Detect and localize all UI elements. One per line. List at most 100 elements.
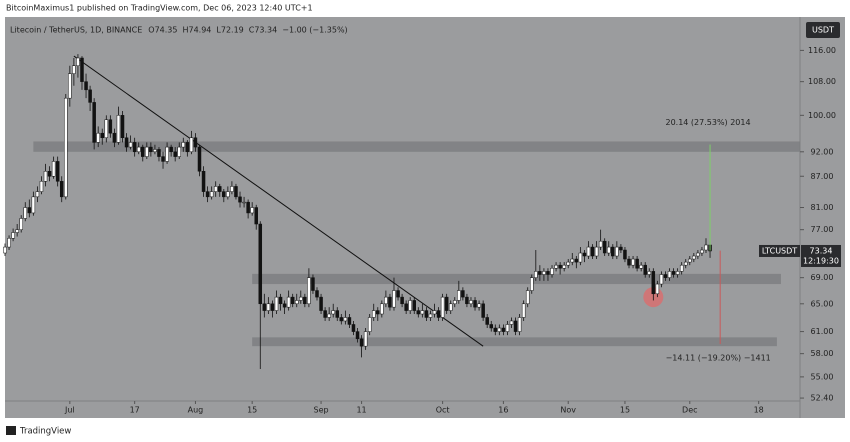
candle-body (606, 246, 611, 254)
candle-body (238, 196, 242, 203)
candle-body (558, 264, 562, 269)
trendline (73, 55, 484, 347)
candle-body (262, 303, 267, 311)
candle-body (675, 271, 680, 275)
candle-body (351, 324, 356, 332)
x-tick-label: Nov (560, 406, 576, 415)
candle-body (639, 264, 643, 269)
ohlc-label: O74.35 (148, 26, 177, 35)
candle-body (570, 258, 575, 263)
candle-body (615, 246, 619, 257)
candle-body (104, 119, 109, 139)
candle-body (465, 296, 469, 305)
candle-body (355, 331, 360, 340)
candle-body (692, 255, 696, 260)
y-tick-label: 58.00 (811, 349, 834, 358)
x-tick-label: Sep (314, 406, 329, 415)
candle-body (43, 171, 48, 182)
candle-body (562, 264, 566, 269)
candle-body (100, 132, 104, 139)
candle-body (367, 317, 372, 332)
candle-body (469, 300, 473, 305)
candle-body (371, 310, 376, 318)
candle-body (258, 223, 263, 305)
candle-body (509, 320, 514, 325)
candle-body (230, 186, 234, 192)
candle-body (505, 324, 510, 332)
candle-body (521, 303, 526, 318)
candle-body (31, 196, 36, 214)
candle-body (64, 97, 68, 198)
candle-body (598, 240, 603, 248)
candle-body (161, 156, 165, 162)
price-axis-bg (800, 17, 845, 418)
candle-body (234, 186, 238, 198)
candle-body (517, 317, 522, 332)
candle-body (307, 277, 311, 305)
candle-body (218, 186, 222, 192)
candle-body (108, 119, 113, 134)
candle-body (477, 303, 481, 308)
candle-body (497, 327, 502, 332)
candle-body (400, 296, 404, 305)
candle-body (92, 102, 96, 143)
candle-body (380, 303, 384, 315)
candle-body (209, 191, 214, 198)
candle-body (169, 146, 173, 153)
candle-body (294, 300, 299, 305)
candle-body (530, 277, 534, 291)
candle-body (331, 310, 335, 315)
symbol-label: LTCUSDT (762, 246, 797, 255)
candle-body (286, 296, 291, 308)
x-tick-label: Jul (64, 406, 75, 415)
countdown-label: 12:19:30 (803, 256, 839, 265)
candle-body (538, 271, 542, 275)
candle-body (165, 146, 169, 162)
time-axis-bg (5, 401, 800, 418)
x-tick-label: 17 (130, 406, 140, 415)
candle-body (436, 310, 441, 318)
x-tick-label: 16 (498, 406, 508, 415)
candle-body (416, 310, 421, 315)
candle-body (205, 191, 210, 198)
candle-body (181, 142, 186, 148)
candle-body (270, 303, 275, 311)
candle-body (84, 81, 88, 91)
candle-body (39, 181, 44, 192)
x-tick-label: Aug (188, 406, 204, 415)
y-tick-label: 87.00 (811, 172, 834, 181)
candle-body (376, 310, 380, 315)
y-tick-label: 77.00 (811, 225, 834, 234)
candle-body (481, 303, 485, 318)
candle-body (116, 115, 121, 143)
candle-body (274, 296, 279, 311)
candle-body (404, 303, 408, 311)
ohlc-label: L72.19 (216, 26, 243, 35)
candle-body (493, 327, 498, 332)
candle-body (153, 149, 157, 153)
measure-label: 20.14 (27.53%) 2014 (665, 118, 750, 127)
candle-body (222, 191, 226, 198)
candle-body (266, 303, 271, 311)
candle-body (501, 327, 506, 332)
candle-body (254, 207, 258, 225)
candle-body (602, 240, 607, 254)
candle-body (627, 258, 631, 266)
candle-body (3, 246, 7, 254)
candle-body (363, 331, 368, 347)
candle-body (136, 146, 141, 153)
y-tick-label: 108.00 (808, 77, 836, 86)
footer-brand: TradingView (19, 427, 71, 437)
candle-body (683, 261, 688, 266)
candle-body (485, 317, 489, 325)
candle-body (213, 186, 218, 192)
candle-body (96, 132, 100, 143)
candle-body (145, 146, 149, 157)
candle-body (671, 271, 676, 275)
candle-body (619, 246, 623, 251)
candle-body (112, 132, 117, 143)
candle-body (359, 338, 364, 347)
candle-body (444, 296, 449, 311)
candle-body (534, 271, 538, 278)
candle-body (513, 320, 518, 332)
